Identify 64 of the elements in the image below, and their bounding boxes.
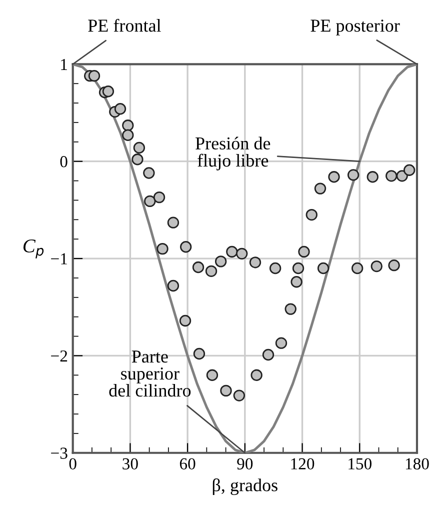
point xyxy=(250,369,262,381)
x-tick-label: 120 xyxy=(291,458,314,470)
y-tick-label: −3 xyxy=(51,448,68,459)
point xyxy=(192,261,204,274)
x-tick-label: 30 xyxy=(122,458,138,470)
y-tick-label: −2 xyxy=(51,350,68,362)
point xyxy=(370,260,382,272)
x-tick-label: 180 xyxy=(406,458,429,470)
point xyxy=(205,265,218,278)
point xyxy=(156,242,168,255)
point xyxy=(180,241,192,253)
point xyxy=(386,170,398,182)
annotation: Parte superior del cilindro xyxy=(109,350,191,397)
point xyxy=(249,256,262,268)
y-tick-label: −1 xyxy=(51,253,67,264)
point xyxy=(236,248,248,260)
point xyxy=(290,276,302,288)
point xyxy=(122,129,134,141)
point xyxy=(347,169,360,181)
point xyxy=(284,303,296,315)
x-axis-title: β, grados xyxy=(212,478,278,496)
point xyxy=(144,195,156,208)
point xyxy=(122,120,134,132)
y-tick-label: 1 xyxy=(61,58,67,70)
line-series xyxy=(72,64,417,453)
point xyxy=(220,384,232,397)
point xyxy=(351,262,364,274)
point xyxy=(88,70,100,82)
point xyxy=(404,164,416,176)
y-axis-title: C$_{p}$ xyxy=(23,239,44,258)
point xyxy=(114,103,126,115)
point xyxy=(132,154,144,166)
point xyxy=(292,262,304,274)
y-tick-label: 0 xyxy=(60,156,68,168)
point xyxy=(275,337,288,349)
point xyxy=(167,280,180,292)
annotation: PE frontal xyxy=(88,18,161,32)
point xyxy=(262,348,274,361)
point xyxy=(298,246,310,258)
point xyxy=(214,256,227,268)
x-tick-label: 60 xyxy=(180,458,196,470)
point xyxy=(388,259,400,272)
point xyxy=(167,216,180,228)
point xyxy=(133,142,146,154)
annotation: PE posterior xyxy=(310,20,400,36)
x-tick-label: 150 xyxy=(348,458,372,470)
point xyxy=(366,171,378,183)
point xyxy=(317,262,330,274)
point xyxy=(269,262,282,274)
point xyxy=(328,171,340,183)
point xyxy=(179,314,192,327)
point xyxy=(102,86,114,98)
point xyxy=(143,167,155,179)
x-tick-label: 90 xyxy=(237,458,253,470)
point xyxy=(396,170,408,182)
point xyxy=(306,208,318,221)
annotation: Presión de flujo libre xyxy=(196,136,270,170)
point xyxy=(206,369,218,381)
point xyxy=(314,182,326,194)
point xyxy=(193,348,206,360)
x-tick-label: 0 xyxy=(69,458,76,470)
point xyxy=(153,191,166,204)
point xyxy=(226,246,238,258)
point xyxy=(233,390,246,402)
